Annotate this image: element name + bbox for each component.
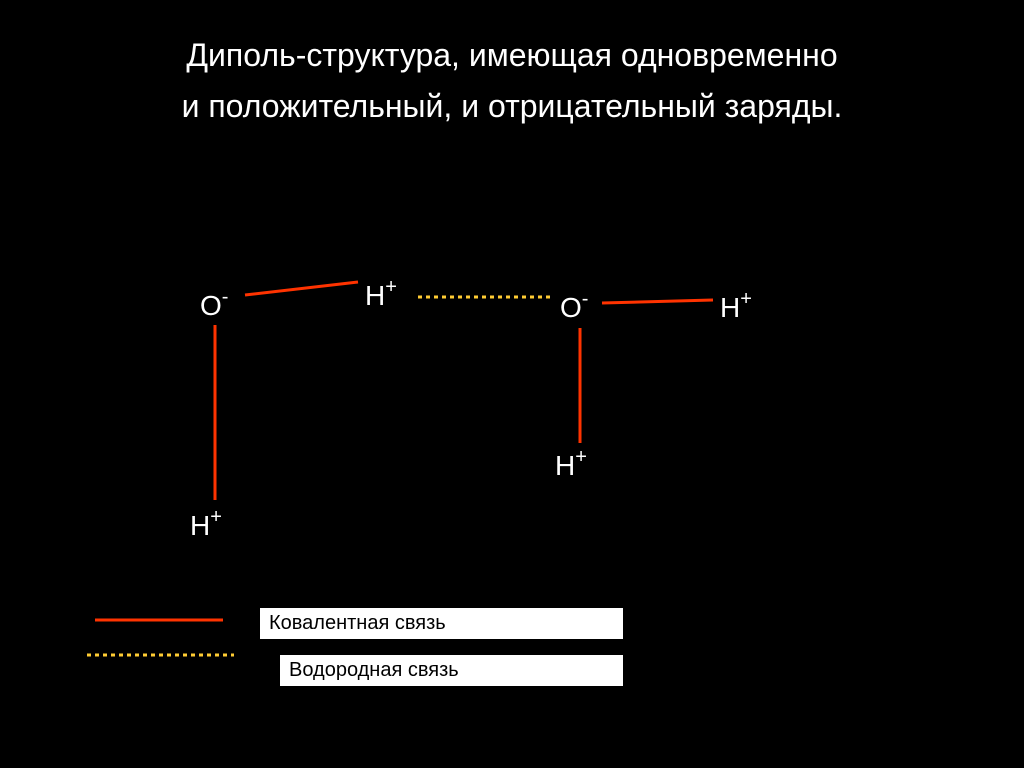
title-line2: и положительный, и отрицательный заряды. — [182, 88, 843, 124]
legend-hydrogen-label: Водородная связь — [289, 659, 459, 681]
atom-symbol: O — [200, 290, 222, 321]
atom-charge: - — [222, 286, 229, 308]
page-title: Диполь-структура, имеющая одновременно и… — [0, 30, 1024, 132]
atom-h1b: H+ — [190, 510, 222, 542]
atom-charge: + — [210, 506, 222, 528]
atom-charge: + — [575, 446, 587, 468]
atom-o1: O- — [200, 290, 228, 322]
covalent-bond — [602, 300, 713, 303]
covalent-bond — [245, 282, 358, 295]
diagram-stage: Диполь-структура, имеющая одновременно и… — [0, 0, 1024, 768]
atom-h2a: H+ — [720, 292, 752, 324]
atom-h1a: H+ — [365, 280, 397, 312]
atom-charge: + — [740, 288, 752, 310]
atom-symbol: O — [560, 292, 582, 323]
title-line1: Диполь-структура, имеющая одновременно — [186, 37, 837, 73]
legend-hydrogen-box: Водородная связь — [280, 655, 623, 686]
atom-o2: O- — [560, 292, 588, 324]
atom-symbol: H — [555, 450, 575, 481]
atom-charge: - — [582, 288, 589, 310]
atom-symbol: H — [365, 280, 385, 311]
legend-covalent-box: Ковалентная связь — [260, 608, 623, 639]
legend-covalent-label: Ковалентная связь — [269, 612, 446, 634]
atom-symbol: H — [720, 292, 740, 323]
atom-h2b: H+ — [555, 450, 587, 482]
atom-charge: + — [385, 276, 397, 298]
atom-symbol: H — [190, 510, 210, 541]
